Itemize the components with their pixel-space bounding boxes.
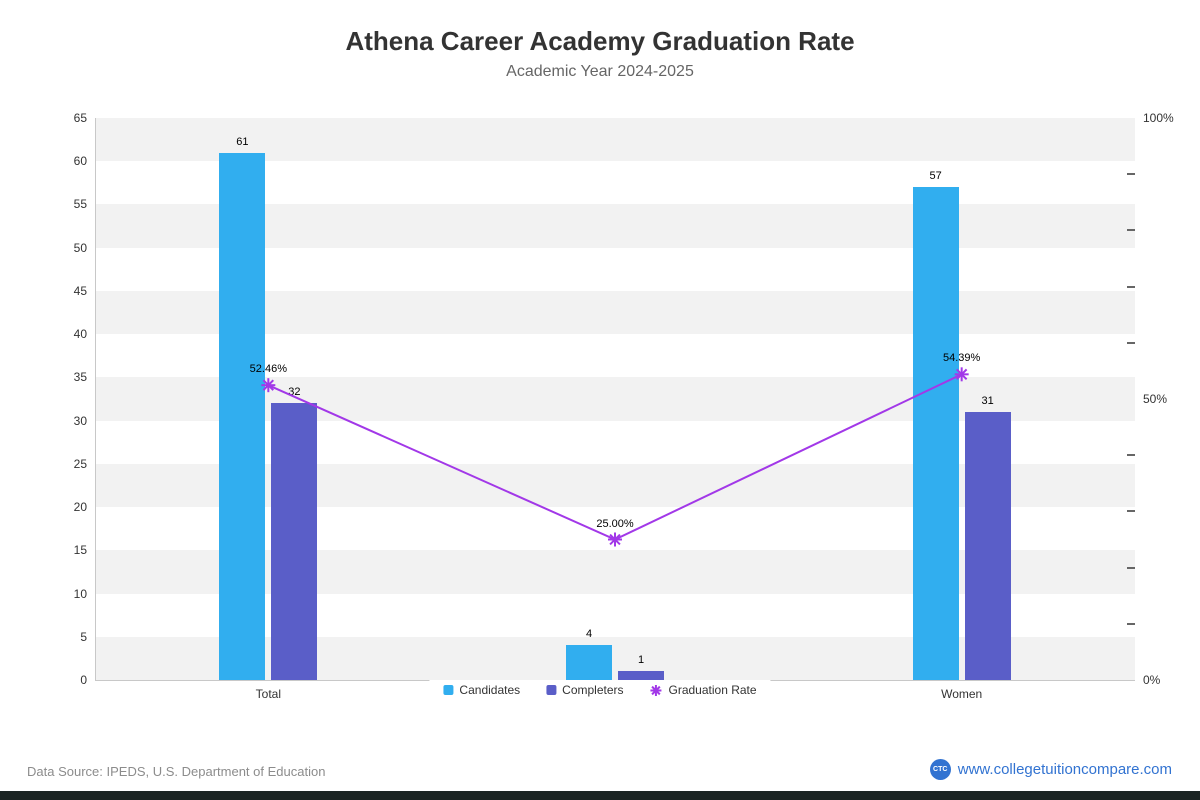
legend-label: Candidates	[459, 683, 521, 697]
right-axis-label: 50%	[1143, 392, 1168, 406]
bar-value-label: 4	[585, 628, 593, 641]
grid-band	[95, 550, 1135, 594]
y-axis-label: 65	[73, 111, 87, 125]
website-link[interactable]: www.collegetuitioncompare.com	[957, 761, 1172, 778]
y-axis-label: 60	[73, 154, 87, 169]
right-axis-tick	[1127, 173, 1135, 176]
y-axis-label: 40	[73, 327, 87, 342]
bar-completers-total[interactable]	[271, 403, 318, 680]
x-axis-label-women: Women	[941, 687, 983, 701]
bar-candidates-total[interactable]	[219, 152, 266, 680]
bar-value-label: 61	[236, 135, 249, 148]
grid-band	[95, 247, 1135, 291]
bottom-bar	[0, 791, 1200, 800]
line-value-label: 52.46%	[249, 363, 287, 376]
right-axis-tick	[1127, 510, 1135, 513]
chart-legend: Candidates Completers Graduation Rate	[429, 680, 771, 700]
bar-value-label: 1	[637, 654, 645, 667]
brand-footer: CTC www.collegetuitioncompare.com	[929, 759, 1172, 780]
chart-subtitle: Academic Year 2024-2025	[506, 63, 694, 80]
ctc-logo-icon[interactable]: CTC	[929, 759, 951, 780]
right-axis-tick	[1127, 454, 1135, 457]
y-axis-label: 5	[80, 629, 87, 644]
asterisk-icon	[650, 684, 662, 696]
right-axis-tick	[1127, 285, 1135, 288]
legend-item-graduation-rate[interactable]: Graduation Rate	[650, 683, 757, 697]
marker-stroke	[262, 379, 274, 391]
grid-band	[95, 463, 1135, 508]
grid-band	[95, 420, 1135, 464]
bar-candidates-men[interactable]	[566, 645, 612, 680]
legend-item-completers[interactable]: Completers	[546, 683, 624, 697]
right-axis-tick	[1127, 229, 1135, 232]
legend-item-candidates[interactable]: Candidates	[443, 683, 520, 697]
bar-value-label: 31	[981, 394, 994, 407]
y-axis-label: 0	[80, 673, 87, 687]
marker-stroke	[956, 368, 968, 380]
y-axis-label: 35	[73, 370, 87, 385]
y-axis-label: 20	[73, 500, 87, 515]
legend-swatch-icon	[546, 685, 557, 695]
graduation-rate-marker-total[interactable]	[261, 378, 276, 393]
legend-swatch-icon	[443, 685, 454, 695]
grid-band	[95, 290, 1135, 335]
y-axis-label: 30	[73, 413, 87, 428]
line-path	[267, 373, 963, 541]
right-axis-tick	[1127, 341, 1135, 344]
line-value-label: 25.00%	[596, 517, 634, 530]
y-axis-label: 10	[73, 586, 87, 601]
right-axis-tick	[1127, 566, 1135, 569]
right-axis-tick	[1127, 622, 1135, 625]
grid-band	[95, 118, 1135, 162]
bar-completers-men[interactable]	[618, 671, 664, 680]
legend-label: Completers	[562, 683, 624, 697]
data-source-note: Data Source: IPEDS, U.S. Department of E…	[27, 764, 326, 779]
legend-label: Graduation Rate	[668, 683, 757, 697]
marker-stroke	[651, 685, 661, 695]
y-axis-label: 50	[73, 240, 87, 255]
marker-stroke	[609, 533, 621, 546]
right-axis-label: 0%	[1143, 673, 1161, 687]
bar-candidates-women[interactable]	[912, 187, 959, 680]
graduation-rate-line	[261, 367, 969, 547]
graduation-rate-marker-women[interactable]	[954, 367, 969, 382]
grid-band	[95, 636, 1135, 680]
y-axis-line	[95, 118, 96, 680]
grid-band	[95, 161, 1135, 205]
y-axis-label: 55	[73, 197, 87, 212]
graduation-rate-marker-men[interactable]	[608, 532, 622, 547]
line-value-label: 54.39%	[943, 352, 981, 365]
x-axis-label-total: Total	[255, 687, 281, 701]
right-axis-label: 100%	[1143, 111, 1174, 125]
bar-value-label: 57	[929, 170, 942, 183]
y-axis-label: 15	[73, 543, 87, 558]
y-axis-label: 25	[73, 456, 87, 471]
grid-band	[95, 593, 1135, 637]
chart-title: Athena Career Academy Graduation Rate	[345, 26, 855, 56]
grid-band	[95, 204, 1135, 248]
y-axis-label: 45	[73, 283, 87, 298]
bar-completers-women[interactable]	[964, 411, 1011, 680]
